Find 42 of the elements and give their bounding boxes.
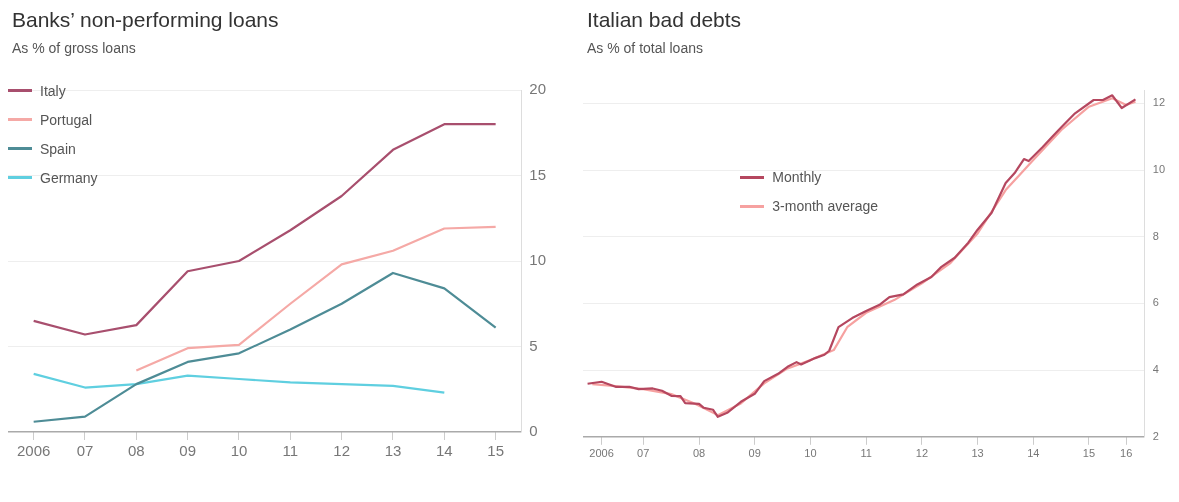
x-tick-label: 10 [230, 442, 248, 460]
chart-subtitle: As % of total loans [587, 40, 703, 56]
x-tick-label: 12 [333, 442, 350, 460]
x-tick-label: 07 [637, 447, 650, 460]
x-tick-label: 16 [1120, 447, 1133, 460]
x-tick-label: 12 [915, 447, 929, 460]
legend-label: Portugal [40, 111, 93, 128]
chart-title: Banks’ non-performing loans [12, 8, 279, 32]
y-tick-label: 10 [529, 251, 546, 269]
y-tick-label: 0 [529, 422, 538, 440]
x-tick-label: 09 [179, 442, 196, 460]
x-tick-label: 15 [487, 442, 504, 460]
y-tick-label: 8 [1152, 229, 1159, 242]
legend-label: 3-month average [772, 198, 879, 215]
x-tick-label: 09 [748, 447, 761, 460]
x-tick-label: 10 [804, 447, 817, 460]
y-tick-label: 20 [529, 80, 546, 98]
legend-label: Germany [40, 169, 98, 186]
x-tick-label: 13 [384, 442, 402, 460]
y-tick-label: 5 [529, 336, 538, 354]
x-tick-label: 13 [971, 447, 984, 460]
x-tick-label: 14 [435, 442, 453, 460]
y-tick-label: 15 [529, 165, 546, 183]
y-tick-label: 12 [1152, 96, 1166, 109]
legend-label: Monthly [772, 169, 822, 186]
x-tick-label: 15 [1082, 447, 1096, 460]
x-tick-label: 14 [1027, 447, 1040, 460]
legend-label: Spain [40, 140, 76, 157]
chart-subtitle: As % of gross loans [12, 40, 136, 56]
y-tick-label: 10 [1152, 163, 1166, 176]
chart-title: Italian bad debts [587, 8, 742, 32]
y-tick-label: 4 [1152, 363, 1159, 376]
x-tick-label: 08 [127, 442, 145, 460]
x-tick-label: 11 [860, 447, 872, 460]
y-tick-label: 2 [1152, 429, 1159, 442]
x-tick-label: 07 [76, 442, 94, 460]
x-tick-label: 2006 [589, 447, 614, 460]
x-tick-label: 08 [692, 447, 706, 460]
x-tick-label: 11 [282, 442, 299, 460]
y-tick-label: 6 [1152, 296, 1159, 309]
legend-label: Italy [40, 82, 66, 99]
x-tick-label: 2006 [16, 442, 51, 460]
